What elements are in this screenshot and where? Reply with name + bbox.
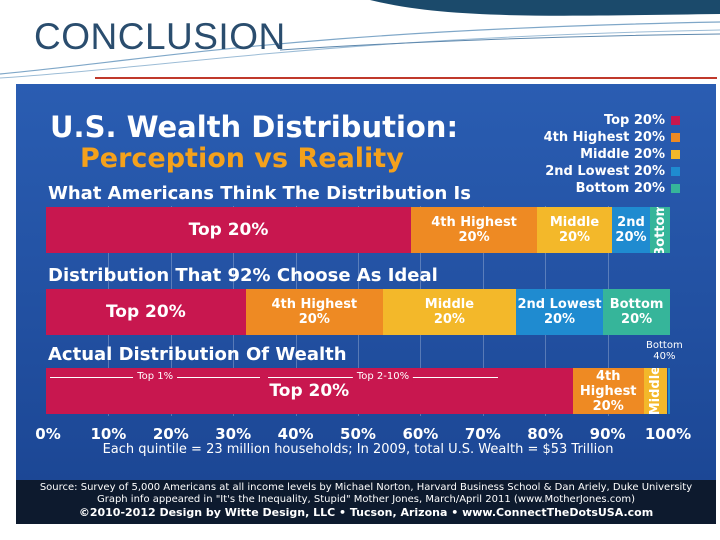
legend-label: Middle 20% <box>580 147 665 162</box>
series-title-perceived: What Americans Think The Distribution Is <box>48 183 471 204</box>
legend-label: 4th Highest 20% <box>543 130 665 145</box>
legend-label: Top 20% <box>603 113 665 128</box>
bar-segment: 4th Highest 20% <box>572 368 644 414</box>
source-line-2: Graph info appeared in "It's the Inequal… <box>96 494 636 505</box>
bottom-40-note-line2: 40% <box>653 351 676 362</box>
x-tick-label: 20% <box>152 425 189 443</box>
bar-segment <box>667 368 670 414</box>
legend-swatch <box>671 167 680 176</box>
bar-segment: 4th Highest 20% <box>245 289 383 335</box>
bar-segment: 2nd Lowest 20% <box>515 289 604 335</box>
bar-segment-label: Middle <box>549 215 600 230</box>
legend-swatch <box>671 184 680 193</box>
bottom-40-note-line1: Bottom <box>646 340 683 351</box>
legend-swatch <box>671 116 680 125</box>
bar-segment-label: Middle <box>424 297 475 312</box>
x-tick-label: 40% <box>277 425 314 443</box>
x-tick-label: 80% <box>527 425 564 443</box>
source-footer <box>16 480 716 524</box>
x-tick-label: 50% <box>340 425 376 443</box>
legend-label: Bottom 20% <box>575 181 665 196</box>
bar-segment-label: Top 20% <box>269 380 350 401</box>
x-tick-label: 100% <box>644 425 692 443</box>
bar-ideal: Top 20% 4th Highest 20% Middle 20% 2nd Lowest… <box>46 289 670 335</box>
bar-segment-label: 20% <box>433 312 465 327</box>
legend-item: 4th Highest 20% <box>544 129 680 146</box>
bottom-40-note: Bottom 40% <box>646 340 683 362</box>
bar-segment-label: 4th Highest <box>271 297 358 312</box>
header-swoosh <box>0 0 720 79</box>
series-title-actual: Actual Distribution Of Wealth <box>48 344 347 365</box>
bar-segment-label: 2nd <box>617 215 645 230</box>
bar-segment-label: Bottom <box>609 297 664 312</box>
legend-item: Middle 20% <box>580 146 680 163</box>
bar-segment: Bottom <box>650 207 670 253</box>
legend-item: Top 20% <box>604 112 680 129</box>
bar-segment: Top 20% <box>46 289 246 335</box>
bar-segment-label: 20% <box>615 230 647 245</box>
source-line-1: Source: Survey of 5,000 Americans at all… <box>39 482 693 493</box>
bar-segment: Top 20% <box>46 368 573 414</box>
x-tick-label: 0% <box>35 425 61 443</box>
legend-item: Bottom 20% <box>576 180 680 197</box>
span-annotation-label: Top 1% <box>133 371 178 382</box>
infographic-panel <box>16 84 716 480</box>
bar-segment-label: Bottom <box>652 207 668 253</box>
x-tick-label: 60% <box>402 425 439 443</box>
bar-segment: 4th Highest 20% <box>411 207 538 253</box>
legend-swatch <box>671 133 680 142</box>
bar-segment: 2nd 20% <box>611 207 651 253</box>
bar-segment: Middle 20% <box>382 289 516 335</box>
series-title-ideal: Distribution That 92% Choose As Ideal <box>48 265 438 286</box>
x-tick-label: 30% <box>215 425 252 443</box>
infographic-title: U.S. Wealth Distribution: <box>50 110 459 144</box>
source-line-3: ©2010-2012 Design by Witte Design, LLC •… <box>78 506 654 519</box>
bar-segment-label: Highest <box>579 383 637 399</box>
bar-segment-label: 20% <box>458 230 490 245</box>
span-annotation-label: Top 2-10% <box>352 371 414 382</box>
x-tick-label: 90% <box>589 425 626 443</box>
legend-swatch <box>671 150 680 159</box>
bar-segment-label: 20% <box>558 230 591 245</box>
bar-segment-label: Top 20% <box>188 219 269 240</box>
bar-segment: Bottom 20% <box>603 289 670 335</box>
bar-segment-label: 20% <box>592 398 624 414</box>
bar-segment-label: Middle <box>648 368 664 414</box>
bar-segment-label: 20% <box>621 312 653 327</box>
bar-segment-label: Top 20% <box>105 301 186 322</box>
bar-segment: Top 20% <box>46 207 412 253</box>
x-tick-label: 10% <box>90 425 127 443</box>
bar-perceived: Top 20% 4th Highest 20% Middle 20% 2nd 20% Bott… <box>46 207 670 253</box>
bar-segment-label: 4th <box>595 368 621 384</box>
slide-header: CONCLUSION <box>0 0 720 82</box>
bar-segment: Middle 20% <box>537 207 612 253</box>
infographic-subtitle: Perception vs Reality <box>80 143 404 174</box>
bar-segment-label: 4th Highest <box>431 215 517 230</box>
x-tick-label: 70% <box>464 425 501 443</box>
bar-segment-label: 2nd Lowest <box>517 297 602 312</box>
bar-actual: Top 20% 4th Highest 20% Middle <box>46 368 670 414</box>
bar-segment: Middle <box>643 368 668 414</box>
legend-item: 2nd Lowest 20% <box>545 163 680 180</box>
bar-segment-label: 20% <box>298 312 330 327</box>
title-underline <box>95 77 717 79</box>
chart-caption: Each quintile = 23 million households; I… <box>102 442 614 457</box>
slide-title: CONCLUSION <box>34 16 286 57</box>
bar-segment-label: 20% <box>543 312 576 327</box>
legend-label: 2nd Lowest 20% <box>545 164 665 179</box>
